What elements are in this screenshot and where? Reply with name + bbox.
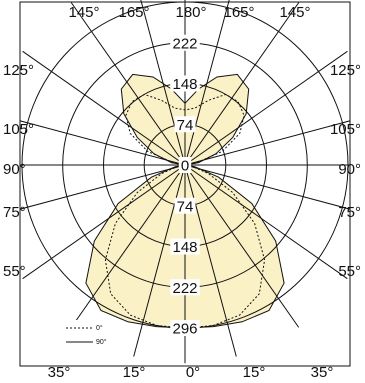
radial-tick-label: 148 [172, 239, 197, 256]
grid-spoke-35-right [184, 164, 300, 328]
angle-label-bottom: 35° [48, 364, 71, 381]
angle-label-bottom: 0° [186, 364, 200, 381]
grid-spoke-125-left [22, 50, 186, 166]
angle-label-top: 145° [68, 4, 99, 21]
radial-tick-label: 222 [172, 35, 197, 52]
angle-label-left: 90° [3, 161, 26, 178]
grid-spoke-55-left [22, 164, 186, 280]
grid-spoke-125-right [184, 50, 348, 166]
grid-spoke-75-right [184, 164, 350, 210]
tick-label-bg [174, 116, 196, 133]
angle-label-right: 125° [330, 62, 361, 79]
angle-label-left: 55° [3, 263, 26, 280]
tick-label-bg [170, 320, 200, 336]
angle-label-right: 90° [338, 161, 361, 178]
radial-tick-labels: 0 74 74 148 148 222 222 296 [170, 34, 200, 338]
legend-label-0: 0° [96, 324, 103, 332]
angle-label-bottom: 15° [243, 364, 266, 381]
radial-tick-label: 74 [177, 117, 194, 134]
angle-label-bottom: 35° [311, 364, 334, 381]
angle-label-top: 165° [118, 4, 149, 21]
series-curve-dashed [104, 93, 266, 329]
angle-label-top: 165° [223, 4, 254, 21]
tick-label-bg [174, 197, 196, 214]
radial-tick-label: 296 [172, 321, 197, 338]
radial-tick-label: 222 [172, 280, 197, 297]
angle-label-left: 105° [3, 121, 34, 138]
angle-label-right: 55° [338, 263, 361, 280]
tick-label-bg [170, 34, 200, 51]
grid-spoke-145-left [70, 2, 186, 166]
grid-spoke-105-left [20, 120, 186, 166]
plot-frame [19, 1, 351, 367]
angle-label-top: 180° [175, 4, 206, 21]
angle-label-right: 105° [330, 121, 361, 138]
grid-spoke-35-left [70, 164, 186, 328]
angle-label-right: 75° [338, 204, 361, 221]
grid-spoke-55-right [184, 164, 348, 280]
angle-labels: 145° 165° 180° 165° 145° 125° 105° 90° 75° 55° 125… [3, 4, 361, 381]
distribution-curves [85, 73, 285, 329]
angle-label-bottom: 15° [123, 364, 146, 381]
legend-label-90: 90° [96, 338, 107, 346]
angle-label-left: 75° [3, 204, 26, 221]
grid-spoke-75-left [20, 164, 186, 210]
polar-grid [19, 0, 351, 367]
grid-spoke-165-right [184, 0, 230, 166]
grid-spoke-105-right [184, 120, 350, 166]
radial-tick-label: 148 [172, 76, 197, 93]
grid-spoke-165-left [140, 0, 186, 166]
tick-label-bg [170, 75, 200, 92]
angle-label-top: 145° [279, 4, 310, 21]
legend-box [64, 320, 122, 350]
radial-tick-label: 0 [181, 158, 189, 175]
radial-tick-label: 74 [177, 198, 194, 215]
tick-label-bg [178, 157, 192, 173]
tick-label-bg [170, 279, 200, 296]
grid-spoke-145-right [184, 2, 300, 166]
angle-label-left: 125° [3, 62, 34, 79]
series-curve-solid [85, 73, 285, 329]
legend: 0° 90° [64, 320, 122, 350]
tick-label-bg [170, 238, 200, 255]
